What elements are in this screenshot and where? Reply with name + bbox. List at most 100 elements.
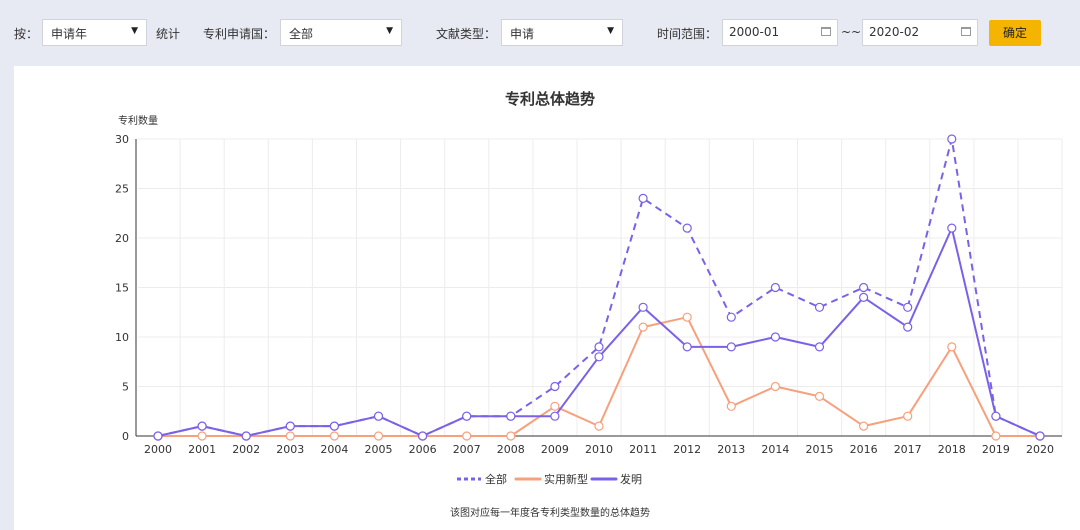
x-tick-label: 2004 [320, 443, 348, 456]
data-point [770, 381, 781, 392]
country-label: 专利申请国： [203, 27, 276, 41]
data-point [991, 431, 1001, 441]
calendar-icon[interactable] [821, 27, 831, 36]
data-point [506, 431, 516, 441]
data-point [329, 421, 339, 431]
x-tick-label: 2008 [497, 443, 525, 456]
legend-label: 发明 [620, 472, 642, 486]
group-by-label: 按： [14, 27, 39, 41]
y-tick-label: 30 [115, 133, 129, 146]
y-axis-title: 专利数量 [118, 114, 158, 127]
country-value: 全部 [289, 27, 314, 41]
range-separator: ~~ [841, 25, 862, 39]
data-point [285, 421, 295, 431]
y-tick-label: 15 [115, 282, 129, 295]
x-tick-label: 2007 [453, 443, 481, 456]
x-tick-label: 2005 [365, 443, 393, 456]
data-point [418, 431, 428, 441]
filter-toolbar: 按： 申请年 ▼ 统计 专利申请国： 全部 ▼ 文献类型： 申请 ▼ 时间范围：… [0, 0, 1080, 66]
range-end-input[interactable]: 2020-02 [862, 19, 978, 46]
x-tick-label: 2009 [541, 443, 569, 456]
data-point [550, 381, 560, 392]
data-point [462, 411, 472, 421]
group-by-value: 申请年 [51, 27, 88, 41]
data-point [1035, 431, 1045, 441]
data-point [726, 312, 736, 322]
grid [135, 138, 1063, 436]
series-line-2 [157, 227, 1041, 437]
x-tick-label: 2010 [585, 443, 613, 456]
caret-down-icon: ▼ [386, 26, 393, 36]
x-tick-label: 2011 [629, 443, 657, 456]
data-point [373, 411, 384, 421]
range-end-value: 2020-02 [869, 25, 920, 39]
data-point [682, 223, 692, 233]
axes: 0 5 10 15 20 25 30 2000 2001 2002 2003 2004 2005 2006… [115, 133, 1062, 456]
x-tick-label: 2001 [188, 443, 216, 456]
x-tick-label: 2015 [806, 443, 834, 456]
chart-title: 专利总体趋势 [505, 90, 595, 108]
chart-caption: 该图对应每一年度各专利类型数量的总体趋势 [450, 506, 650, 519]
calendar-icon[interactable] [961, 27, 971, 36]
y-tick-label: 10 [115, 331, 129, 344]
data-point [770, 282, 781, 293]
doctype-label: 文献类型： [436, 27, 497, 41]
data-point [594, 421, 604, 431]
legend-label: 全部 [485, 472, 507, 486]
data-point [638, 193, 648, 203]
x-tick-label: 2014 [761, 443, 789, 456]
data-point [638, 322, 648, 332]
chart-panel: 专利总体趋势 专利数量 0 5 10 15 20 25 30 2000 2001 2002 2003… [14, 66, 1080, 530]
data-point [726, 401, 736, 411]
confirm-button[interactable]: 确定 [989, 20, 1041, 46]
data-point [682, 312, 692, 322]
data-point [197, 431, 207, 441]
data-point [506, 411, 516, 421]
caret-down-icon: ▼ [131, 26, 138, 36]
data-point [241, 431, 251, 441]
x-tick-label: 2006 [409, 443, 437, 456]
data-point [373, 431, 384, 441]
data-point [947, 223, 957, 233]
x-tick-label: 2002 [232, 443, 260, 456]
data-point [770, 332, 781, 342]
x-tick-label: 2000 [144, 443, 172, 456]
data-point [858, 292, 869, 302]
y-tick-label: 25 [115, 183, 129, 196]
group-by-select[interactable]: 申请年 ▼ [42, 19, 147, 46]
y-tick-label: 0 [122, 430, 129, 443]
data-point [550, 401, 560, 411]
data-point [594, 352, 604, 362]
doctype-value: 申请 [510, 27, 535, 41]
data-point [947, 342, 957, 352]
x-tick-label: 2017 [894, 443, 922, 456]
data-point [285, 431, 295, 441]
data-point [814, 391, 825, 401]
data-point [903, 322, 913, 332]
data-point [638, 302, 648, 312]
range-start-input[interactable]: 2000-01 [722, 19, 838, 46]
data-point [858, 282, 869, 293]
range-start-value: 2000-01 [729, 25, 780, 39]
data-point [197, 421, 207, 431]
legend-label: 实用新型 [544, 472, 588, 486]
data-point [814, 342, 825, 352]
country-select[interactable]: 全部 ▼ [280, 19, 402, 46]
data-point [858, 421, 869, 431]
data-point [550, 411, 560, 421]
data-point [462, 431, 472, 441]
range-label: 时间范围： [657, 27, 718, 41]
y-tick-label: 20 [115, 232, 129, 245]
data-point [329, 431, 339, 441]
legend: 全部 实用新型 发明 [457, 472, 642, 486]
x-tick-label: 2003 [276, 443, 304, 456]
trend-chart: 专利总体趋势 专利数量 0 5 10 15 20 25 30 2000 2001 2002 2003… [115, 90, 1063, 519]
data-point [991, 411, 1001, 421]
x-tick-label: 2018 [938, 443, 966, 456]
series-layer [153, 134, 1045, 441]
caret-down-icon: ▼ [607, 26, 614, 36]
doctype-select[interactable]: 申请 ▼ [501, 19, 623, 46]
x-tick-label: 2012 [673, 443, 701, 456]
stat-label: 统计 [156, 27, 181, 41]
data-point [903, 411, 913, 421]
